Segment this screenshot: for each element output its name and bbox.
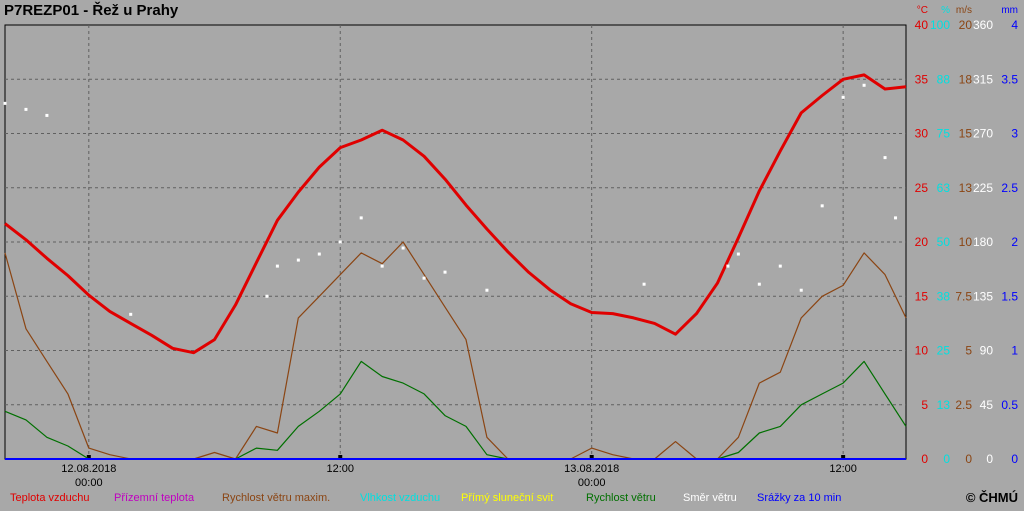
point-smer-vetru xyxy=(778,264,782,268)
legend-item: Srážky za 10 min xyxy=(757,492,842,504)
axis-tick-label: 270 xyxy=(973,127,993,141)
axis-tick-label: 2 xyxy=(1011,235,1018,249)
axis-tick-label: 40 xyxy=(915,18,929,32)
axis-tick-label: 10 xyxy=(915,344,929,358)
point-smer-vetru xyxy=(275,264,279,268)
axis-tick-label: 20 xyxy=(915,235,929,249)
axis-tick-label: 225 xyxy=(973,181,993,195)
axis-tick-label: 88 xyxy=(937,72,951,86)
axis-unit-label: m/s xyxy=(956,5,972,16)
axis-tick-label: 0.5 xyxy=(1001,398,1018,412)
point-smer-vetru xyxy=(894,216,898,220)
legend-item: Vlhkost vzduchu xyxy=(360,492,441,504)
legend-item: Přízemní teplota xyxy=(114,492,195,504)
point-smer-vetru xyxy=(485,288,489,292)
page-title: P7REZP01 - Řež u Prahy xyxy=(4,2,179,19)
axis-unit-label: mm xyxy=(1001,5,1018,16)
legend: Teplota vzduchu Přízemní teplota Rychlost … xyxy=(0,492,1024,510)
axis-tick-label: 15 xyxy=(915,289,929,303)
axis-tick-label: 25 xyxy=(915,181,929,195)
point-smer-vetru xyxy=(359,216,363,220)
axis-tick-label: 100 xyxy=(930,18,950,32)
axis-tick-label: 15 xyxy=(959,127,973,141)
axis-tick-label: 13 xyxy=(937,398,951,412)
legend-item: Teplota vzduchu xyxy=(10,492,90,504)
point-smer-vetru xyxy=(380,264,384,268)
x-tick-mark xyxy=(841,455,846,459)
axis-tick-label: 0 xyxy=(1011,452,1018,466)
x-tick-mark xyxy=(589,455,594,459)
copyright: © ČHMÚ xyxy=(965,490,1018,505)
axis-tick-label: 2.5 xyxy=(1001,181,1018,195)
legend-item: Přímý sluneční svit xyxy=(461,492,554,504)
axis-tick-label: 0 xyxy=(986,452,993,466)
axis-tick-label: 38 xyxy=(937,289,951,303)
point-smer-vetru xyxy=(3,101,7,105)
axis-tick-label: 25 xyxy=(937,344,951,358)
axis-tick-label: 7.5 xyxy=(955,289,972,303)
point-smer-vetru xyxy=(338,240,342,244)
point-smer-vetru xyxy=(317,252,321,256)
point-smer-vetru xyxy=(862,83,866,87)
point-smer-vetru xyxy=(799,288,803,292)
line-teplota-vzduchu xyxy=(4,73,907,355)
x-tick-label: 00:00 xyxy=(75,477,103,489)
axis-tick-label: 0 xyxy=(943,452,950,466)
point-smer-vetru xyxy=(820,204,824,208)
point-smer-vetru xyxy=(422,276,426,280)
axis-tick-label: 3 xyxy=(1011,127,1018,141)
point-smer-vetru xyxy=(24,107,28,111)
axis-tick-label: 90 xyxy=(980,344,994,358)
axis-tick-label: 30 xyxy=(915,127,929,141)
legend-item: Rychlost větru maxim. xyxy=(222,492,331,504)
axis-tick-label: 18 xyxy=(959,72,973,86)
axis-tick-label: 45 xyxy=(980,398,994,412)
axis-tick-label: 1.5 xyxy=(1001,289,1018,303)
point-smer-vetru xyxy=(757,282,761,286)
axis-tick-label: 315 xyxy=(973,72,993,86)
x-tick-label: 12.08.2018 xyxy=(61,463,116,475)
point-smer-vetru xyxy=(296,258,300,262)
point-smer-vetru xyxy=(642,282,646,286)
point-smer-vetru xyxy=(736,252,740,256)
axis-tick-label: 20 xyxy=(959,18,973,32)
axis-tick-label: 3.5 xyxy=(1001,72,1018,86)
x-tick-label: 00:00 xyxy=(578,477,606,489)
x-tick-mark xyxy=(86,455,91,459)
weather-chart: 12.08.2018 00:00 12:00 13.08.2018 00:00 12:00… xyxy=(3,5,1018,489)
axis-tick-label: 4 xyxy=(1011,18,1018,32)
axis-tick-label: 135 xyxy=(973,289,993,303)
x-tick-mark xyxy=(338,455,343,459)
axis-tick-label: 75 xyxy=(937,127,951,141)
point-smer-vetru xyxy=(841,95,845,99)
axis-tick-label: 360 xyxy=(973,18,993,32)
axis-unit-label: % xyxy=(941,5,950,16)
axis-tick-label: 35 xyxy=(915,72,929,86)
axis-tick-label: 10 xyxy=(959,235,973,249)
axis-tick-label: 50 xyxy=(937,235,951,249)
x-tick-label: 12:00 xyxy=(829,463,857,475)
axis-tick-label: 0 xyxy=(965,452,972,466)
axis-tick-label: 180 xyxy=(973,235,993,249)
axis-tick-label: 13 xyxy=(959,181,973,195)
point-smer-vetru xyxy=(443,270,447,274)
axis-tick-label: 2.5 xyxy=(955,398,972,412)
point-smer-vetru xyxy=(726,264,730,268)
axis-tick-label: 0 xyxy=(921,452,928,466)
x-tick-label: 13.08.2018 xyxy=(564,463,619,475)
legend-item: Rychlost větru xyxy=(586,492,656,504)
legend-item: Směr větru xyxy=(683,492,737,504)
point-smer-vetru xyxy=(265,294,269,298)
point-smer-vetru xyxy=(883,156,887,160)
point-smer-vetru xyxy=(45,113,49,117)
axis-tick-label: 5 xyxy=(921,398,928,412)
axis-tick-label: 1 xyxy=(1011,344,1018,358)
x-tick-label: 12:00 xyxy=(326,463,354,475)
axis-tick-label: 63 xyxy=(937,181,951,195)
point-smer-vetru xyxy=(129,312,133,316)
axis-unit-label: °C xyxy=(917,5,928,16)
axis-tick-label: 5 xyxy=(965,344,972,358)
point-smer-vetru xyxy=(401,246,405,250)
